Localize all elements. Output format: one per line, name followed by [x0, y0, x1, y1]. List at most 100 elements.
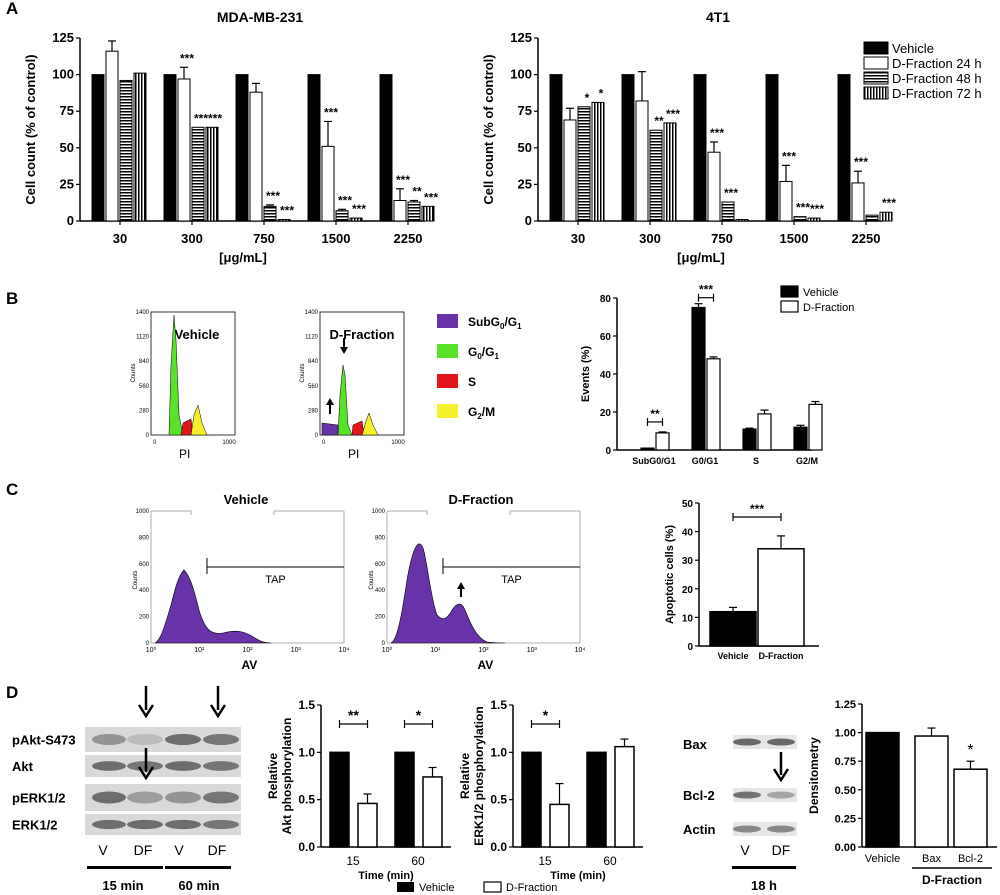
blot-band	[203, 734, 239, 745]
chart-d-densitometry: 0.00 0.25 0.50 0.75 1.00 1.25 Densitometry Vehi…	[807, 699, 997, 887]
flow-c-x-tick-label: 10⁰	[382, 646, 393, 654]
gate-tap-label: TAP	[265, 574, 286, 586]
b-significance-label: **	[650, 407, 660, 421]
bar-d-fraction-48-h	[335, 210, 349, 222]
d-bar-d-fraction	[614, 745, 635, 848]
significance-mark: ***	[796, 201, 810, 215]
flow-b-y-tick-label: 560	[139, 384, 150, 390]
flow-c-x-tick-label: 10¹	[430, 647, 441, 654]
flow-b-x-tick-label: 1000	[391, 440, 405, 446]
bar-vehicle	[640, 447, 655, 451]
blot-band	[165, 734, 201, 745]
significance-mark: **	[654, 114, 664, 128]
blot-band	[733, 825, 761, 833]
flow-c-dfraction: D-Fraction 0 200 400 600 800 1000 Counts 10⁰ 10¹…	[369, 492, 585, 672]
c-bar-vehicle	[709, 610, 757, 647]
blot-time-bar	[87, 866, 163, 869]
d-y-tick-label: 0.5	[490, 793, 507, 807]
a-x-tick-label: 30	[113, 231, 127, 246]
c-x-tick-label: Vehicle	[717, 651, 748, 661]
blot-band	[733, 738, 761, 746]
chart-a-4t1: 4T1 0 25 50 75 100 125 Cell count (% of control…	[481, 9, 896, 265]
bar-vehicle	[163, 74, 177, 222]
panel-label-b: B	[6, 289, 18, 308]
b-x-tick-label: G0/G1	[692, 456, 719, 466]
blot-strip	[733, 788, 797, 802]
flow-c-y-tick-label: 800	[375, 535, 386, 541]
blot-time-label: 18 h	[751, 878, 777, 893]
blot-band	[127, 791, 163, 804]
b-legend-swatch	[780, 285, 799, 298]
d-y-tick-label: 0.0	[298, 840, 315, 854]
significance-mark: ***	[424, 190, 438, 204]
d-y-tick-label: 1.5	[490, 698, 507, 712]
e-y-tick-label: 1.00	[835, 728, 856, 740]
blot-band	[203, 791, 239, 804]
flow-phase-subg0g1	[321, 422, 339, 436]
c-bar-d-fraction	[757, 548, 805, 647]
e-significance: *	[967, 742, 973, 759]
e-y-tick-label: 0.00	[835, 842, 856, 854]
significance-mark: ***	[280, 204, 294, 218]
d-legend-label: D-Fraction	[506, 882, 557, 894]
significance-mark: ***	[666, 107, 680, 121]
bar-d-fraction-48-h	[119, 79, 133, 222]
flow-phase-g2m	[361, 412, 379, 436]
a-y-tick-label: 75	[518, 103, 532, 118]
bar-d-fraction-24-h	[321, 145, 335, 222]
c-y-tick-label: 0	[687, 642, 693, 653]
d-x-label: Time (min)	[358, 870, 414, 882]
flow-b-y-tick-label: 560	[308, 384, 319, 390]
arrow-down-head	[137, 766, 155, 781]
flow-b-vehicle: Vehicle 0 280 560 840 1120 1400 Counts 0 1000 PI	[131, 310, 236, 461]
phase-legend-swatch	[437, 404, 458, 418]
blot-label: pERK1/2	[12, 791, 65, 806]
chart-d-erk: 0.0 0.5 1.0 1.5 Relative ERK1/2 phosphorylati…	[397, 698, 643, 894]
flow-c-y-tick-label: 600	[139, 562, 150, 568]
phase-legend-label: S	[468, 375, 476, 389]
a-y-tick-label: 125	[52, 30, 74, 45]
panel-label-a: A	[6, 0, 18, 18]
bar-vehicle	[379, 74, 393, 222]
chart-a-mda-mb-231: MDA-MB-231 0 25 50 75 100 125 Cell count (% of …	[23, 9, 438, 265]
flow-phase-g2m	[190, 404, 208, 436]
significance-mark: ***	[854, 155, 868, 169]
bar-vehicle	[691, 306, 706, 451]
c-y-tick-label: 40	[682, 528, 694, 539]
flow-c-vehicle-plot: 0 200 400 600 800 1000 Counts 10⁰ 10¹ 10² 10³ 10⁴ AV…	[133, 509, 349, 672]
flow-c-dfraction-title: D-Fraction	[449, 492, 514, 507]
flow-c-x-tick-label: 10¹	[194, 647, 205, 654]
bar-d-fraction-72-h	[349, 217, 363, 222]
significance-mark: ***	[180, 51, 194, 65]
blot-right-label: Actin	[683, 822, 716, 837]
legend-label: Vehicle	[892, 41, 934, 56]
flow-c-y-tick-label: 0	[382, 641, 386, 647]
flow-b-dfraction-title: D-Fraction	[330, 327, 395, 342]
flow-b-y-tick-label: 0	[315, 433, 319, 439]
a-y-label: Cell count (% of control)	[481, 54, 496, 204]
b-x-tick-label: S	[753, 456, 759, 466]
d-y-label: Relative	[458, 753, 472, 799]
b-x-tick-label: SubG0/G1	[632, 456, 676, 466]
bar-d-fraction	[655, 432, 670, 451]
flow-b-y-tick-label: 840	[308, 359, 319, 365]
c-y-tick-label: 50	[682, 499, 694, 510]
bar-d-fraction-48-h	[263, 205, 277, 222]
blot-band	[767, 791, 795, 799]
flow-b-y-tick-label: 1400	[136, 310, 150, 316]
d-legend-swatch	[397, 882, 414, 892]
a-y-tick-label: 50	[60, 140, 74, 155]
blot-band	[92, 761, 126, 771]
flow-b-x-tick-label: 0	[322, 440, 326, 446]
flow-c-y-tick-label: 600	[375, 562, 386, 568]
flow-c-x-tick-label: 10⁴	[575, 647, 586, 654]
d-y-label: Relative	[266, 753, 280, 799]
c-significance-label: ***	[750, 502, 764, 516]
significance-mark: *	[585, 91, 590, 105]
legend-label: D-Fraction 24 h	[892, 56, 982, 71]
b-legend-label: D-Fraction	[803, 302, 854, 314]
flow-c-y-tick-label: 0	[146, 641, 150, 647]
legend-swatch	[863, 56, 889, 70]
significance-mark: ***	[810, 202, 824, 216]
